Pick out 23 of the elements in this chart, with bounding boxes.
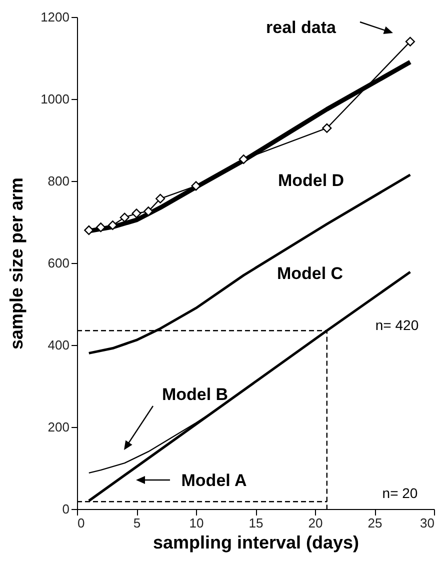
annotation: n= 20 (382, 485, 418, 501)
annotation: Model C (276, 264, 344, 283)
y-tick-label: 1000 (40, 92, 70, 106)
annotation: Model A (181, 471, 247, 490)
y-axis-title: sample size per arm (6, 177, 27, 350)
x-tick-label: 5 (133, 516, 141, 530)
annotation: real data (266, 18, 336, 37)
x-tick-label: 10 (189, 516, 204, 530)
x-tick-label: 15 (248, 516, 264, 530)
y-tick-label: 800 (48, 174, 70, 188)
y-tick-label: 400 (48, 338, 70, 352)
annotation: n= 420 (375, 317, 419, 333)
x-axis-title: sampling interval (days) (152, 532, 360, 552)
y-tick-label: 200 (48, 420, 70, 434)
x-tick-label: 30 (420, 516, 434, 530)
y-tick-label: 1200 (40, 10, 70, 24)
annotation: Model D (278, 171, 344, 190)
x-tick-label: 20 (308, 516, 323, 530)
annotation: Model B (162, 385, 228, 404)
y-tick-label: 600 (48, 256, 70, 270)
x-tick-label: 0 (78, 516, 85, 530)
y-tick-label: 0 (62, 502, 70, 516)
x-tick-label: 25 (368, 516, 382, 530)
